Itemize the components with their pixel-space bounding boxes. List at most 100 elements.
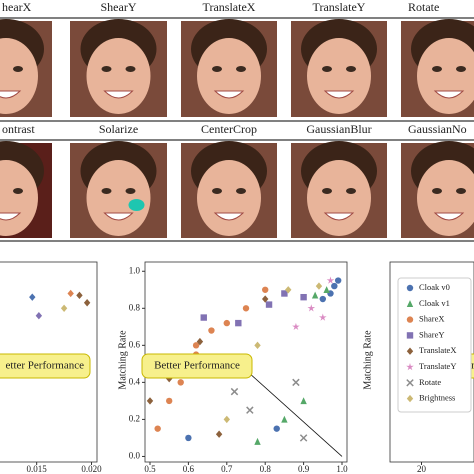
legend-marker [406,316,414,323]
point [29,293,36,301]
image-label: hearX [2,0,32,14]
point [246,406,254,414]
image-label: GaussianBlur [306,122,371,136]
point [60,304,68,312]
point [326,276,335,284]
eye [101,188,112,194]
face [307,160,371,236]
image-label: Rotate [408,0,439,14]
face [197,160,261,236]
face [417,38,474,114]
point [300,293,307,301]
y-axis-label: Matching Rate [362,330,373,390]
eye [212,188,222,194]
arrow [247,371,343,457]
annotation-box [141,353,253,379]
point [265,301,273,308]
face-image [401,141,474,238]
eye [125,188,136,194]
point [242,305,250,312]
image-label: TranslateY [313,0,366,14]
eye [346,66,356,72]
mouth [0,212,22,221]
legend-marker [406,300,414,307]
annotation: etter Performance [6,360,85,372]
plot-frame [0,261,98,463]
annotation: Better Performance [154,360,240,372]
point [292,322,300,331]
point [230,387,239,396]
mouth [0,90,22,99]
point [208,327,215,334]
face-image [181,19,277,117]
point [300,397,307,405]
image-label: ontrast [2,122,35,136]
mouth [433,212,465,221]
point [319,313,327,321]
x-tick-label: 0.015 [27,464,48,474]
annotation-box [0,353,91,379]
legend-label: Cloak v1 [419,298,450,308]
point [262,286,269,293]
point [196,337,204,346]
legend-label: Rotate [419,377,441,387]
image-label: TranslateX [203,0,256,14]
point [273,425,280,432]
plot-frame [389,261,474,463]
eye [13,66,23,72]
legend-label: TranslateY [419,361,456,371]
face-image [401,19,474,117]
eye [346,188,356,194]
eye [456,66,466,72]
point [281,415,288,423]
point [334,277,342,284]
eye [125,66,136,72]
y-tick-label: 0.8 [129,302,141,312]
x-tick-label: 20 [417,464,427,474]
point [235,319,242,327]
eye [322,188,332,194]
face-image [0,141,52,238]
point [311,291,319,299]
face-image [181,141,277,238]
legend-marker [406,363,414,371]
point [285,286,292,294]
point [292,378,300,387]
eye [212,66,222,72]
point [165,397,173,405]
point [76,291,83,300]
point [83,299,91,307]
point [223,319,230,327]
point [185,434,192,442]
x-tick-label: 0.7 [221,464,233,474]
point [146,397,154,405]
face-image [291,19,387,117]
y-tick-label: 0.4 [129,376,141,386]
face-image [0,19,52,117]
legend-marker [406,284,414,292]
image-label: Solarize [99,122,138,136]
face [417,160,474,236]
point [319,295,327,303]
eye [432,66,442,72]
face [197,38,261,114]
point [200,314,207,321]
legend-box [397,277,472,413]
y-axis-label: Matching Rate [117,330,128,390]
image-label: GaussianNo [408,122,467,136]
point [254,437,261,445]
face-image [70,19,167,117]
image-label: CenterCrop [201,122,257,136]
image-label: ShearY [101,0,137,14]
legend-marker [406,394,414,403]
point [262,295,269,303]
legend-marker [406,332,414,339]
legend-label: ShareY [419,329,445,339]
face-image [291,141,387,238]
x-tick-label: 0.9 [298,464,310,474]
mouth [213,90,245,99]
eye [13,188,23,194]
point [215,430,223,438]
face [86,38,151,114]
